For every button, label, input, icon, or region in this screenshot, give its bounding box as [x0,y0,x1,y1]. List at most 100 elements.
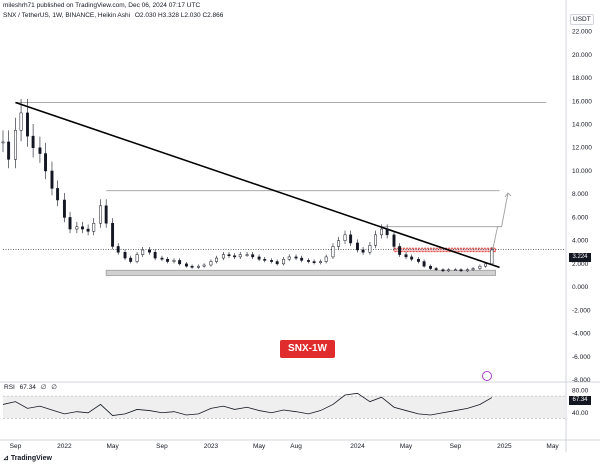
candle-body [233,255,237,258]
candle-body [197,265,200,268]
publish-header: mileshrh71 published on TradingView.com,… [3,2,201,9]
price-tick-label: 14.000 [572,122,592,129]
time-tick-label: 2023 [204,443,219,450]
candle-body [26,112,29,137]
grid-lines [0,0,600,452]
candle-body [148,249,151,253]
time-tick-label: May [546,443,559,450]
candle-body [31,135,35,148]
candle-body [343,234,347,241]
downtrend-line [15,101,500,269]
price-tick-label: -8.000 [572,377,591,384]
candle-body [434,268,438,270]
time-tick-label: May [253,443,266,450]
candle-body [337,240,341,247]
tradingview-logo[interactable]: ⊿ TradingView [3,454,52,462]
candle-body [99,205,102,224]
support-zone [105,269,496,276]
time-tick-label: 2024 [350,443,365,450]
candle-body [7,141,11,160]
candle-body [153,252,157,259]
candle-body [92,222,96,232]
candle-body [312,261,316,263]
candle-body [490,249,494,265]
candle-body [404,254,408,258]
candle-body [202,264,206,267]
projection-arrowhead [504,192,512,198]
candle-body [62,199,66,218]
candle-body [116,246,120,253]
price-tick-label: -2.000 [572,307,591,314]
candle-body [441,269,445,272]
candle-body [56,188,60,201]
candle-body [478,265,482,269]
candle-body [294,256,298,259]
rsi-value: 67.34 [19,384,36,391]
price-tick-label: 20.000 [572,52,592,59]
price-tick-label: -6.000 [572,354,591,361]
candle-body [374,234,377,246]
rsi-pane [2,392,565,419]
price-tick-label: 22.000 [572,29,592,36]
currency-button[interactable]: USDT [570,14,594,25]
candle-body [68,217,72,230]
candle-body [361,249,365,253]
candle-body [227,254,231,256]
candle-body [307,260,310,262]
price-axis: 22.000 20.000 18.000 16.000 14.000 12.000 10.0… [572,29,592,384]
candle-body [81,226,84,230]
lightning-circle-icon[interactable] [482,371,492,381]
price-tick-label: 2.000 [572,261,589,268]
candle-body [392,234,396,247]
price-tick-label: 10.000 [572,168,592,175]
candle-body [422,261,426,267]
price-candles [1,98,494,272]
candle-body [245,254,249,256]
candle-body [172,260,176,262]
price-tick-label: 4.000 [572,238,589,245]
projection-arrow [491,192,509,254]
candle-body [166,258,170,262]
candle-body [410,256,414,260]
candle-body [356,242,359,251]
symbol-pair[interactable]: SNX / TetherUS, 1W, BINANCE, Heikin Ashi [3,12,131,19]
rsi-extra-1: ∅ [40,384,47,391]
symbol-legend: SNX / TetherUS, 1W, BINANCE, Heikin Ashi… [3,12,226,19]
candle-body [331,246,335,258]
candle-body [324,256,328,262]
candle-body [44,153,48,172]
time-tick-label: Sep [156,443,168,450]
price-tick-label: 6.000 [572,214,589,221]
candle-body [429,265,432,269]
rsi-legend[interactable]: RSI 67.34 ∅ ∅ [4,383,60,391]
candle-body [459,269,463,272]
rsi-value-tag: 67.34 [569,396,591,405]
price-tick-label: 0.000 [572,284,589,291]
candle-body [466,269,469,272]
rsi-name: RSI [4,384,15,391]
time-tick-label: May [106,443,119,450]
rsi-band [3,396,565,419]
candle-body [13,130,17,160]
candle-body [1,141,5,144]
tradingview-logo-icon: ⊿ [3,455,11,462]
rsi-line [2,392,493,416]
time-tick-label: Sep [10,443,22,450]
candle-body [221,254,225,259]
candle-body [19,112,23,131]
candle-body [50,170,54,189]
candle-body [368,245,372,253]
last-price-tag: 3.224 [569,253,591,262]
candle-body [380,228,383,236]
time-axis: Sep 2022 May Sep 2023 May Aug 2024 May Sep 2025 May [10,443,560,450]
rsi-tick-label: 80.00 [572,388,589,395]
candle-body [111,222,115,247]
drawings [3,101,565,276]
candle-body [270,260,274,262]
candle-body [471,268,475,270]
candle-body [275,261,279,265]
candle-body [129,257,133,262]
candle-body [123,252,127,259]
candle-body [398,246,402,255]
